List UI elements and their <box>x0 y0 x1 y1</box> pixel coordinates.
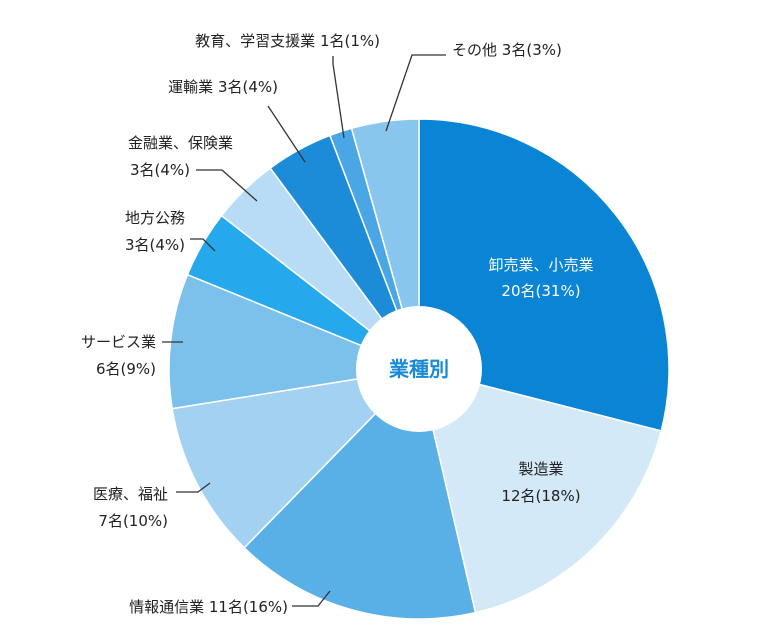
label-finance-insurance: 金融業、保険業 <box>128 134 233 152</box>
pie-slice-medical-welfare <box>171 367 422 549</box>
leader-medical-welfare <box>176 482 211 493</box>
label-service: サービス業 <box>81 333 156 351</box>
slice-value-wholesale-retail: 20名(31%) <box>501 282 580 300</box>
slice-label-manufacturing: 製造業 <box>518 460 563 478</box>
center-label: 業種別 <box>389 357 449 381</box>
leader-local-government <box>190 238 216 252</box>
leader-education <box>332 56 345 139</box>
value-medical-welfare: 7名(10%) <box>98 512 168 530</box>
value-service: 6名(9%) <box>96 360 156 378</box>
pie-slice-other <box>350 118 420 370</box>
slice-label-wholesale-retail: 卸売業、小売業 <box>488 256 593 274</box>
label-medical-welfare: 医療、福祉 <box>93 485 168 503</box>
leader-lines <box>162 54 446 607</box>
slice-value-manufacturing: 12名(18%) <box>501 487 580 505</box>
leader-finance-insurance <box>196 169 258 202</box>
leader-transport <box>267 105 306 163</box>
label-education: 教育、学習支援業 1名(1%) <box>195 32 380 50</box>
center-hole <box>356 306 482 432</box>
label-transport: 運輸業 3名(4%) <box>168 78 278 96</box>
value-finance-insurance: 3名(4%) <box>130 161 190 179</box>
leader-info-communication <box>292 590 331 607</box>
leader-other <box>385 54 446 132</box>
pie-slice-manufacturing <box>417 367 663 614</box>
pie-slice-wholesale-retail <box>418 118 670 432</box>
label-info-communication: 情報通信業 11名(16%) <box>129 598 288 616</box>
label-other: その他 3名(3%) <box>452 41 562 59</box>
value-local-government: 3名(4%) <box>125 236 185 254</box>
label-local-government: 地方公務 <box>125 209 185 227</box>
